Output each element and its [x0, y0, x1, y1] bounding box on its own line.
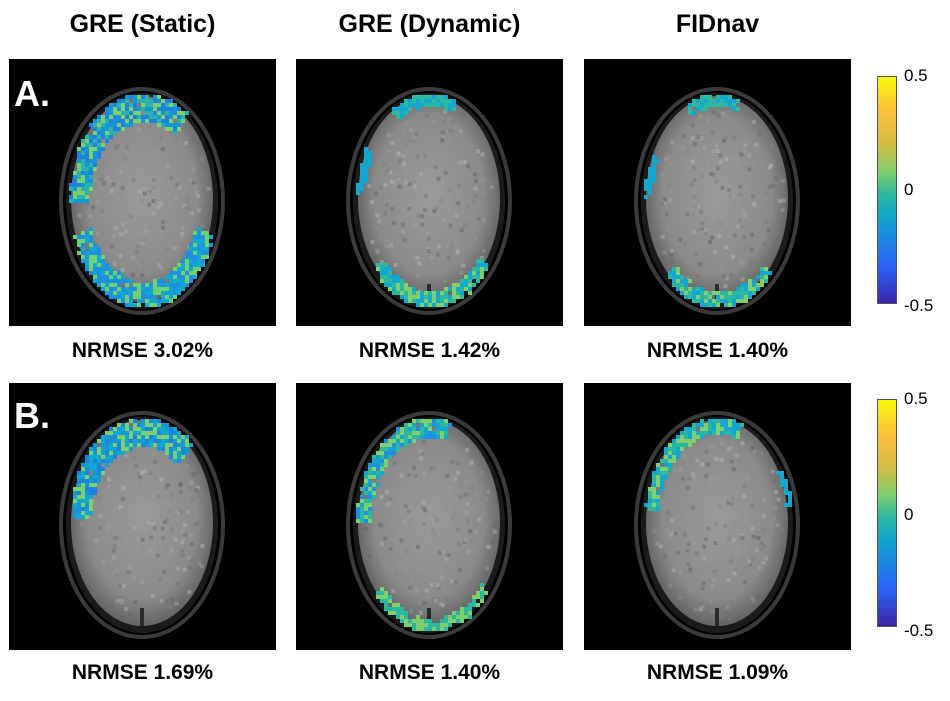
image-panel-b-gre-static: [9, 383, 276, 650]
nrmse-label-b-gre-static: NRMSE 1.69%: [71, 661, 214, 684]
colorbar-b: [877, 399, 897, 627]
column-title-gre-dynamic: GRE (Dynamic): [338, 10, 521, 38]
row-label-b: B.: [14, 395, 50, 436]
image-panel-b-fidnav: [584, 383, 851, 650]
image-panel-b-gre-dynamic: [296, 383, 563, 650]
image-panel-a-fidnav: [584, 59, 851, 326]
column-title-gre-static: GRE (Static): [69, 10, 216, 38]
nrmse-label-a-gre-dynamic: NRMSE 1.42%: [358, 339, 501, 362]
colorbar-a: [877, 76, 897, 304]
colorbar-b-tick-zero: 0: [904, 505, 914, 524]
colorbar-b-tick-min: -0.5: [904, 621, 934, 640]
nrmse-label-a-gre-static: NRMSE 3.02%: [71, 339, 214, 362]
column-title-fidnav: FIDnav: [675, 10, 760, 38]
colorbar-a-tick-min: -0.5: [904, 296, 934, 315]
nrmse-label-b-fidnav: NRMSE 1.09%: [646, 661, 789, 684]
colorbar-a-tick-max: 0.5: [904, 66, 928, 85]
nrmse-label-b-gre-dynamic: NRMSE 1.40%: [358, 661, 501, 684]
colorbar-a-tick-zero: 0: [904, 180, 914, 199]
nrmse-label-a-fidnav: NRMSE 1.40%: [646, 339, 789, 362]
row-label-a: A.: [14, 73, 50, 114]
image-panel-a-gre-static: [9, 59, 276, 326]
colorbar-b-tick-max: 0.5: [904, 389, 928, 408]
image-panel-a-gre-dynamic: [296, 59, 563, 326]
